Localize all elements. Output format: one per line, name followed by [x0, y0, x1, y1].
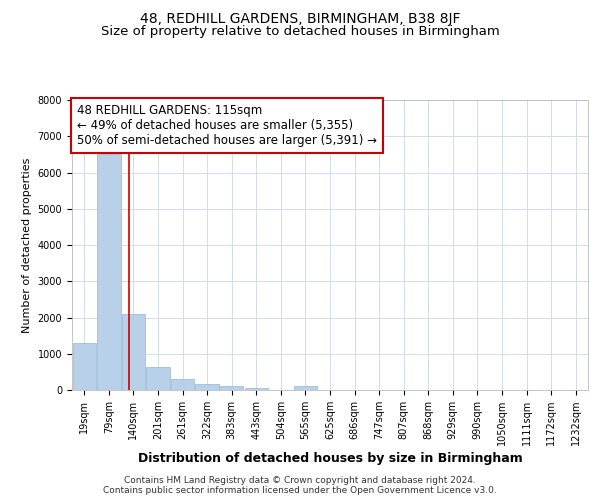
Bar — [245, 388, 268, 390]
Bar — [294, 386, 317, 390]
Text: Size of property relative to detached houses in Birmingham: Size of property relative to detached ho… — [101, 25, 499, 38]
Bar — [171, 379, 194, 390]
Bar — [146, 368, 170, 390]
Bar — [220, 386, 244, 390]
Text: Contains HM Land Registry data © Crown copyright and database right 2024.
Contai: Contains HM Land Registry data © Crown c… — [103, 476, 497, 495]
X-axis label: Distribution of detached houses by size in Birmingham: Distribution of detached houses by size … — [137, 452, 523, 465]
Text: 48, REDHILL GARDENS, BIRMINGHAM, B38 8JF: 48, REDHILL GARDENS, BIRMINGHAM, B38 8JF — [140, 12, 460, 26]
Bar — [196, 384, 219, 390]
Y-axis label: Number of detached properties: Number of detached properties — [22, 158, 32, 332]
Bar — [122, 314, 145, 390]
Text: 48 REDHILL GARDENS: 115sqm
← 49% of detached houses are smaller (5,355)
50% of s: 48 REDHILL GARDENS: 115sqm ← 49% of deta… — [77, 104, 377, 148]
Bar — [97, 154, 121, 390]
Bar — [73, 343, 96, 390]
